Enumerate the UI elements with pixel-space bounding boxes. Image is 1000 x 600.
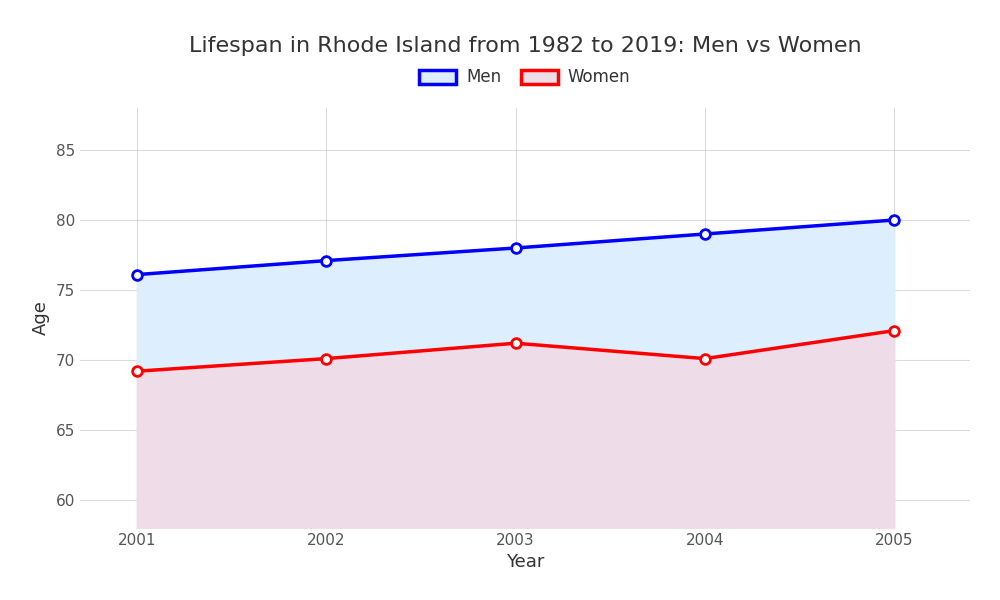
Title: Lifespan in Rhode Island from 1982 to 2019: Men vs Women: Lifespan in Rhode Island from 1982 to 20… bbox=[189, 37, 861, 56]
Legend: Men, Women: Men, Women bbox=[413, 62, 637, 93]
Y-axis label: Age: Age bbox=[32, 301, 50, 335]
X-axis label: Year: Year bbox=[506, 553, 544, 571]
